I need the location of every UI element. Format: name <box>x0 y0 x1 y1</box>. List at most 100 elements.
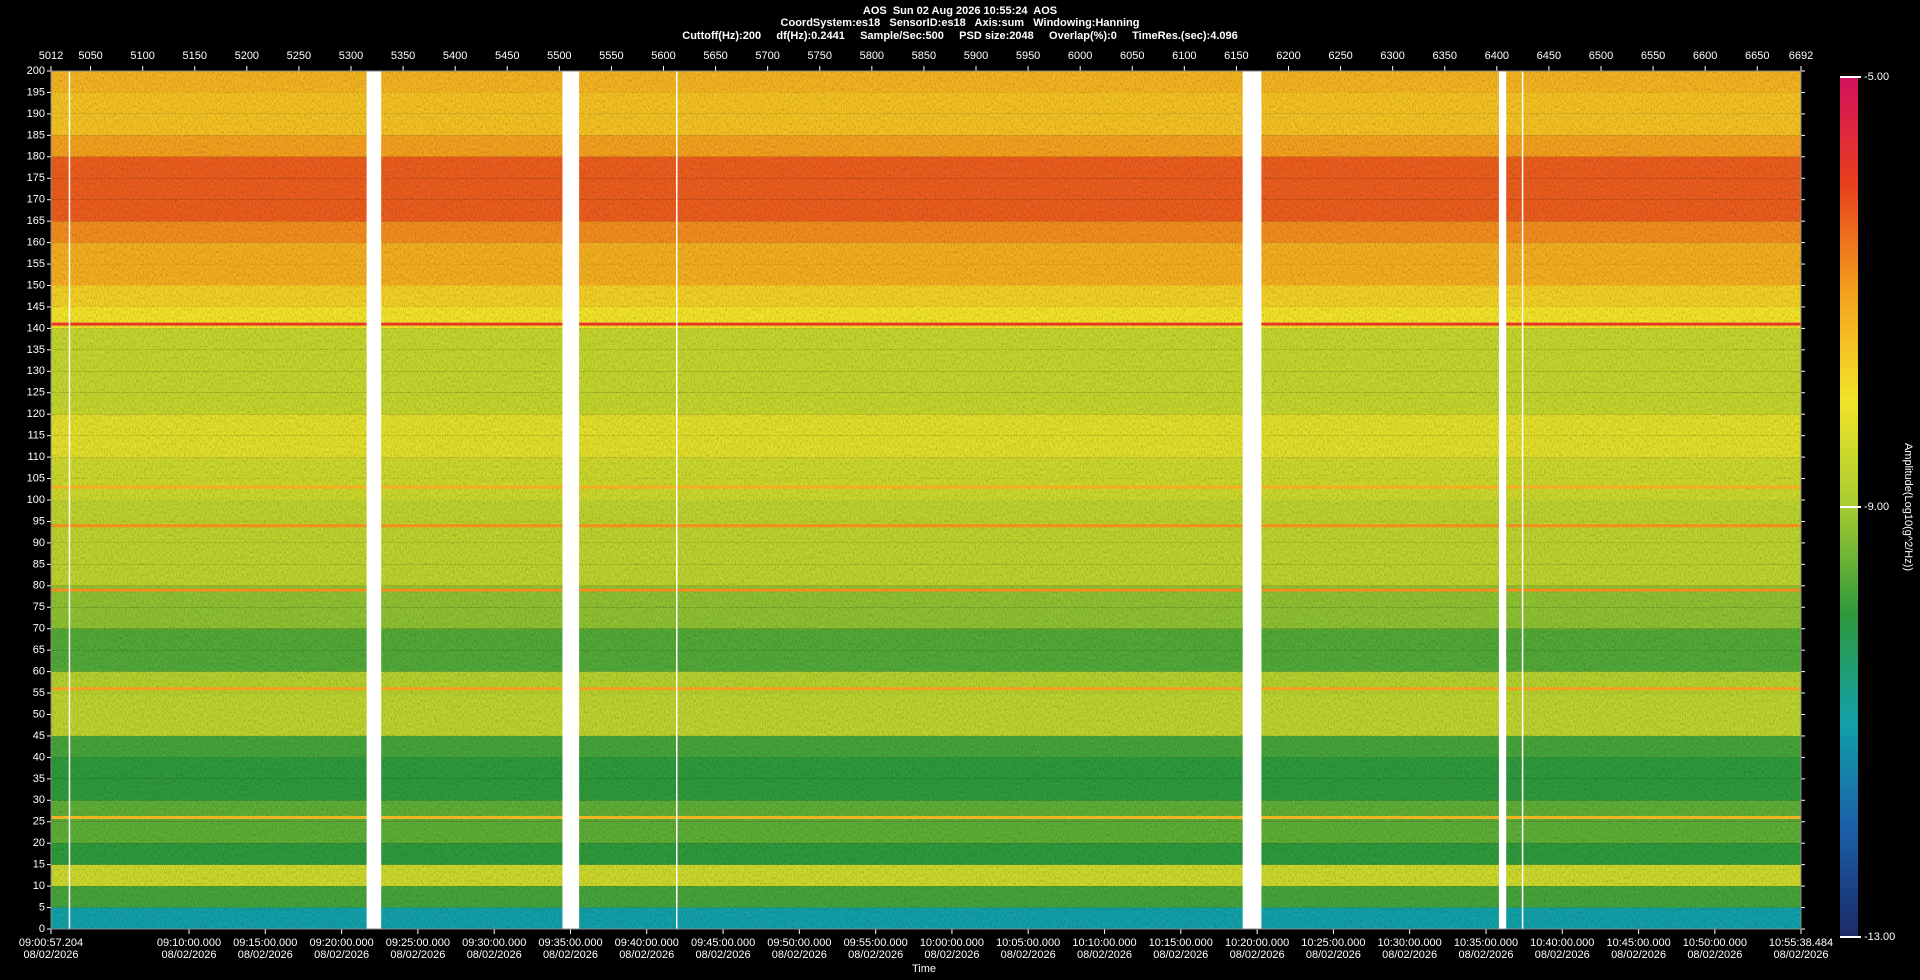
x-tick-label: 6450 <box>1537 50 1561 62</box>
data-gap <box>562 71 580 929</box>
tone-line <box>51 588 1801 592</box>
time-tick-label: 09:15:00.000 <box>233 937 297 949</box>
time-tick-label: 10:45:00.000 <box>1606 937 1670 949</box>
data-gap <box>1521 71 1524 929</box>
time-tick-label: 10:50:00.000 <box>1683 937 1747 949</box>
y-tick-label: 130 <box>27 365 45 377</box>
time-tick-label: 10:40:00.000 <box>1530 937 1594 949</box>
x-tick-label: 6692 <box>1789 50 1813 62</box>
time-tick-date: 08/02/2026 <box>1687 949 1742 961</box>
time-tick-label: 10:20:00.000 <box>1225 937 1289 949</box>
tone-line <box>51 815 1801 819</box>
x-tick-label: 6100 <box>1172 50 1196 62</box>
x-tick-label: 5400 <box>443 50 467 62</box>
time-tick-date: 08/02/2026 <box>467 949 522 961</box>
y-tick-label: 135 <box>27 344 45 356</box>
y-tick-label: 55 <box>33 687 45 699</box>
x-tick-label: 5700 <box>755 50 779 62</box>
y-tick-label: 25 <box>33 816 45 828</box>
time-tick-date: 08/02/2026 <box>924 949 979 961</box>
time-tick-date: 08/02/2026 <box>1611 949 1666 961</box>
title-line: Cuttoff(Hz):200 df(Hz):0.2441 Sample/Sec… <box>682 30 1238 42</box>
x-tick-label: 5200 <box>235 50 259 62</box>
x-tick-label: 5750 <box>808 50 832 62</box>
y-tick-label: 200 <box>27 65 45 77</box>
y-tick-label: 190 <box>27 108 45 120</box>
time-tick-date: 08/02/2026 <box>314 949 369 961</box>
y-tick-label: 0 <box>39 923 45 935</box>
x-tick-label: 5650 <box>703 50 727 62</box>
time-tick-date: 08/02/2026 <box>1382 949 1437 961</box>
time-tick-label: 10:35:00.000 <box>1454 937 1518 949</box>
y-tick-label: 35 <box>33 773 45 785</box>
data-gap <box>366 71 382 929</box>
y-tick-label: 170 <box>27 194 45 206</box>
time-tick-label: 10:30:00.000 <box>1378 937 1442 949</box>
x-tick-label: 5450 <box>495 50 519 62</box>
y-tick-label: 105 <box>27 472 45 484</box>
y-tick-label: 185 <box>27 129 45 141</box>
y-tick-label: 120 <box>27 408 45 420</box>
time-tick-date: 08/02/2026 <box>1153 949 1208 961</box>
x-tick-label: 5550 <box>599 50 623 62</box>
x-tick-label: 6000 <box>1068 50 1092 62</box>
time-tick-label: 10:10:00.000 <box>1072 937 1136 949</box>
y-tick-label: 145 <box>27 301 45 313</box>
plot-frame <box>50 70 1802 930</box>
time-tick-label: 09:55:00.000 <box>844 937 908 949</box>
time-tick-label: 09:40:00.000 <box>615 937 679 949</box>
colorbar-tick-label: -9.00 <box>1864 501 1889 513</box>
y-tick-label: 45 <box>33 730 45 742</box>
x-tick-label: 5600 <box>651 50 675 62</box>
time-tick-label: 09:45:00.000 <box>691 937 755 949</box>
x-tick-label: 5012 <box>39 50 63 62</box>
y-tick-label: 30 <box>33 794 45 806</box>
time-tick-label: 09:10:00.000 <box>157 937 221 949</box>
time-tick-date: 08/02/2026 <box>1077 949 1132 961</box>
time-tick-label: 09:35:00.000 <box>538 937 602 949</box>
y-tick-label: 125 <box>27 387 45 399</box>
time-tick-date: 08/02/2026 <box>1535 949 1590 961</box>
time-tick-label: 09:50:00.000 <box>767 937 831 949</box>
x-tick-label: 6050 <box>1120 50 1144 62</box>
x-tick-label: 6350 <box>1433 50 1457 62</box>
y-tick-label: 85 <box>33 558 45 570</box>
tone-line <box>51 524 1801 528</box>
y-tick-label: 90 <box>33 537 45 549</box>
time-tick-date: 08/02/2026 <box>1230 949 1285 961</box>
colorbar-label: Amplitude(Log10(g^2/Hz)) <box>1902 443 1914 571</box>
time-tick-date: 08/02/2026 <box>1773 949 1828 961</box>
x-tick-label: 5500 <box>547 50 571 62</box>
y-tick-label: 60 <box>33 666 45 678</box>
y-tick-label: 65 <box>33 644 45 656</box>
y-tick-label: 95 <box>33 515 45 527</box>
tone-line <box>51 687 1801 691</box>
y-tick-label: 165 <box>27 215 45 227</box>
time-tick-label: 09:20:00.000 <box>310 937 374 949</box>
x-tick-label: 6250 <box>1328 50 1352 62</box>
y-tick-label: 180 <box>27 151 45 163</box>
tone-line <box>51 322 1801 326</box>
time-tick-date: 08/02/2026 <box>1306 949 1361 961</box>
time-tick-label: 09:25:00.000 <box>386 937 450 949</box>
data-gap <box>1242 71 1262 929</box>
time-tick-label: 09:00:57.204 <box>19 937 83 949</box>
y-tick-label: 80 <box>33 580 45 592</box>
time-tick-date: 08/02/2026 <box>1458 949 1513 961</box>
x-tick-label: 6200 <box>1276 50 1300 62</box>
time-tick-label: 10:15:00.000 <box>1149 937 1213 949</box>
colorbar-tick-label: -5.00 <box>1864 71 1889 83</box>
y-tick-label: 175 <box>27 172 45 184</box>
x-axis-label: Time <box>912 963 936 975</box>
y-tick-label: 5 <box>39 901 45 913</box>
time-tick-label: 10:05:00.000 <box>996 937 1060 949</box>
time-tick-date: 08/02/2026 <box>848 949 903 961</box>
data-gap <box>1498 71 1507 929</box>
x-tick-label: 6300 <box>1380 50 1404 62</box>
title-line: AOS Sun 02 Aug 2026 10:55:24 AOS <box>863 5 1057 17</box>
x-tick-label: 6550 <box>1641 50 1665 62</box>
x-tick-label: 5850 <box>912 50 936 62</box>
time-tick-date: 08/02/2026 <box>390 949 445 961</box>
y-tick-label: 100 <box>27 494 45 506</box>
